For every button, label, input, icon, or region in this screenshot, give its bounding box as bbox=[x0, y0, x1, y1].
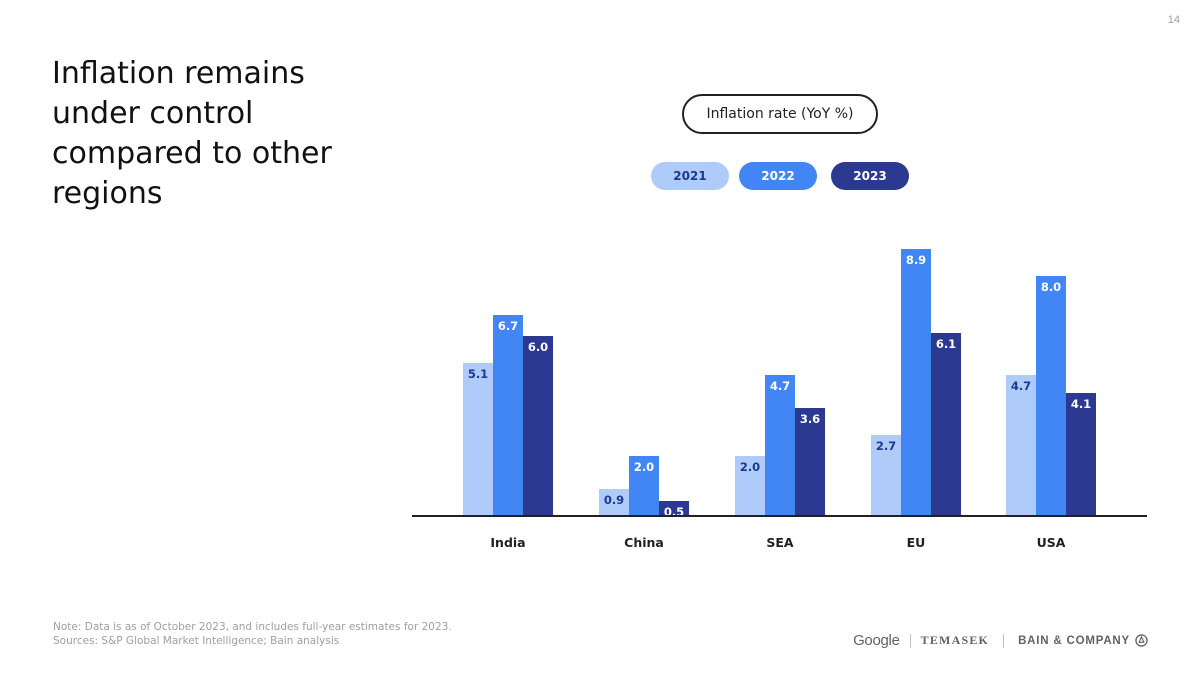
bar-usa-2021 bbox=[1006, 375, 1036, 516]
chart-title: Inflation rate (YoY %) bbox=[682, 94, 878, 134]
bar-eu-2021 bbox=[871, 435, 901, 516]
bar-usa-2022 bbox=[1036, 276, 1066, 516]
data-label-sea-2022: 4.7 bbox=[770, 379, 790, 393]
bain-logo-text: BAIN & COMPANY bbox=[1018, 634, 1130, 647]
temasek-logo: TEMASEK bbox=[920, 633, 990, 647]
data-label-sea-2021: 2.0 bbox=[740, 460, 760, 474]
partner-logos: Google TEMASEK BAIN & COMPANY bbox=[853, 632, 1148, 649]
x-tick-label-usa: USA bbox=[1037, 535, 1066, 550]
logo-divider bbox=[1003, 633, 1005, 648]
bar-india-2022 bbox=[493, 315, 523, 516]
footnote-sources: Sources: S&P Global Market Intelligence;… bbox=[53, 635, 340, 647]
bar-india-2023 bbox=[523, 336, 553, 516]
data-label-india-2021: 5.1 bbox=[468, 367, 488, 381]
data-label-usa-2021: 4.7 bbox=[1011, 379, 1031, 393]
legend-item-2022: 2022 bbox=[739, 162, 817, 190]
bar-sea-2023 bbox=[795, 408, 825, 516]
data-label-china-2022: 2.0 bbox=[634, 460, 654, 474]
data-label-eu-2021: 2.7 bbox=[876, 439, 896, 453]
bar-china-2023 bbox=[659, 501, 689, 516]
page-number: 14 bbox=[1167, 14, 1180, 26]
data-label-eu-2022: 8.9 bbox=[906, 253, 926, 267]
bar-eu-2022 bbox=[901, 249, 931, 516]
data-label-india-2023: 6.0 bbox=[528, 340, 548, 354]
x-tick-label-sea: SEA bbox=[766, 535, 794, 550]
slide-title: Inflation remains under control compared… bbox=[52, 56, 332, 211]
data-label-usa-2023: 4.1 bbox=[1071, 397, 1091, 411]
legend-item-2023: 2023 bbox=[831, 162, 909, 190]
logo-divider bbox=[909, 633, 911, 648]
bar-eu-2023 bbox=[931, 333, 961, 516]
x-tick-label-india: India bbox=[490, 535, 525, 550]
legend-item-2021: 2021 bbox=[651, 162, 729, 190]
data-label-usa-2022: 8.0 bbox=[1041, 280, 1061, 294]
x-tick-label-eu: EU bbox=[907, 535, 926, 550]
footnote-note: Note: Data is as of October 2023, and in… bbox=[53, 621, 452, 633]
bar-sea-2021 bbox=[735, 456, 765, 516]
bar-india-2021 bbox=[463, 363, 493, 516]
bain-mark-icon bbox=[1135, 634, 1148, 647]
x-tick-label-china: China bbox=[624, 535, 664, 550]
bain-logo: BAIN & COMPANY bbox=[1004, 634, 1148, 647]
data-label-china-2021: 0.9 bbox=[604, 493, 624, 507]
bar-china-2021 bbox=[599, 489, 629, 516]
bar-sea-2022 bbox=[765, 375, 795, 516]
bar-china-2022 bbox=[629, 456, 659, 516]
data-label-eu-2023: 6.1 bbox=[936, 337, 956, 351]
footnote: Note: Data is as of October 2023, and in… bbox=[53, 620, 452, 648]
data-label-india-2022: 6.7 bbox=[498, 319, 518, 333]
bar-usa-2023 bbox=[1066, 393, 1096, 516]
google-logo: Google bbox=[853, 632, 900, 649]
data-label-sea-2023: 3.6 bbox=[800, 412, 820, 426]
